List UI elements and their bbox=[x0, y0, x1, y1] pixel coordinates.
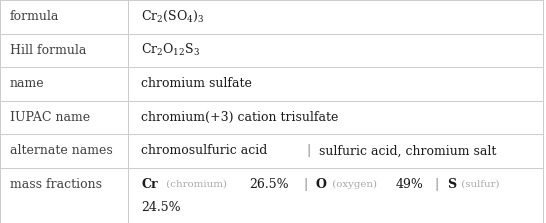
Text: IUPAC name: IUPAC name bbox=[10, 111, 90, 124]
Text: 26.5%: 26.5% bbox=[249, 178, 288, 191]
Text: 49%: 49% bbox=[395, 178, 423, 191]
Text: O: O bbox=[316, 178, 327, 191]
Text: formula: formula bbox=[10, 10, 59, 23]
Text: |: | bbox=[300, 178, 312, 191]
Text: |: | bbox=[431, 178, 443, 191]
Text: Hill formula: Hill formula bbox=[10, 44, 86, 57]
Text: (oxygen): (oxygen) bbox=[329, 180, 381, 189]
Text: chromium(+3) cation trisulfate: chromium(+3) cation trisulfate bbox=[141, 111, 339, 124]
Text: chromosulfuric acid: chromosulfuric acid bbox=[141, 145, 268, 157]
Text: name: name bbox=[10, 77, 44, 90]
Text: sulfuric acid, chromium salt: sulfuric acid, chromium salt bbox=[319, 145, 496, 157]
Text: chromium sulfate: chromium sulfate bbox=[141, 77, 252, 90]
Text: |: | bbox=[304, 145, 316, 157]
Text: 24.5%: 24.5% bbox=[141, 201, 181, 214]
Text: mass fractions: mass fractions bbox=[10, 178, 102, 191]
Text: S: S bbox=[447, 178, 456, 191]
Text: Cr: Cr bbox=[141, 178, 158, 191]
Text: alternate names: alternate names bbox=[10, 145, 112, 157]
Text: $\mathregular{Cr_2O_{12}S_3}$: $\mathregular{Cr_2O_{12}S_3}$ bbox=[141, 42, 200, 58]
Text: $\mathregular{Cr_2(SO_4)_3}$: $\mathregular{Cr_2(SO_4)_3}$ bbox=[141, 9, 204, 24]
Text: (sulfur): (sulfur) bbox=[459, 180, 500, 189]
Text: (chromium): (chromium) bbox=[163, 180, 230, 189]
